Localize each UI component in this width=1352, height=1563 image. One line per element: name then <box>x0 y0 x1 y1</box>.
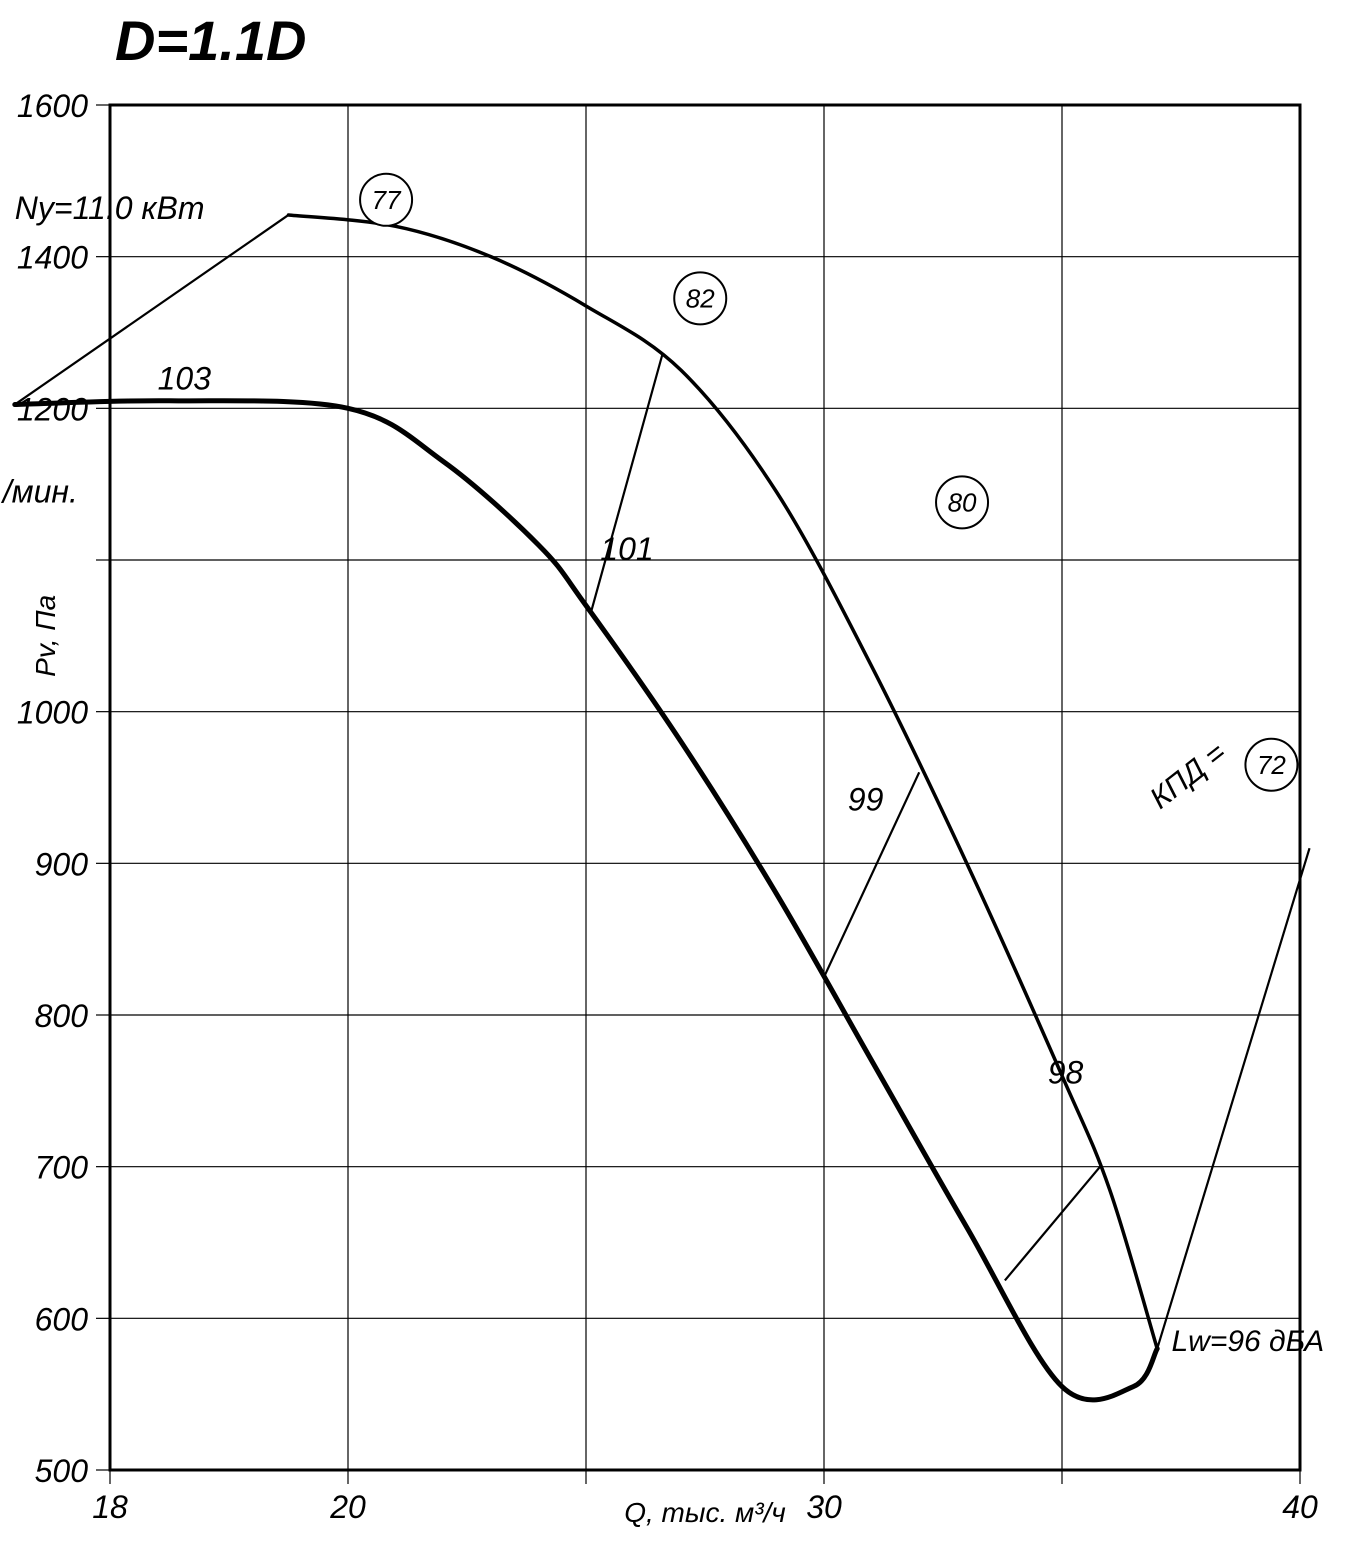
y-axis-title: Pv, Па <box>30 595 61 677</box>
noise-label: 99 <box>848 781 884 817</box>
x-tick-label: 18 <box>92 1489 128 1525</box>
noise-label: 98 <box>1048 1054 1084 1090</box>
efficiency-line <box>591 355 662 613</box>
chart-title: D=1.1D <box>115 9 306 72</box>
grid: 182030405006007008009001000120014001600 <box>17 88 1318 1525</box>
noise-label: 101 <box>600 531 653 567</box>
y-tick-label: 500 <box>35 1453 89 1489</box>
x-tick-label: 40 <box>1282 1489 1318 1525</box>
y-tick-label: 1400 <box>17 240 88 276</box>
x-tick-label: 30 <box>806 1489 842 1525</box>
y-tick-label: 1000 <box>17 695 88 731</box>
fan-curve-chart: D=1.1D 182030405006007008009001000120014… <box>0 0 1352 1563</box>
efficiency-value: 72 <box>1257 750 1286 780</box>
y-tick-label: 600 <box>35 1301 89 1337</box>
y-tick-label: 900 <box>35 846 89 882</box>
noise-label: 103 <box>158 360 212 396</box>
curve-upper <box>289 215 1158 1349</box>
power-annotation: Nу=11.0 кВт <box>15 190 205 226</box>
efficiency-value: 80 <box>948 487 977 517</box>
kpd-annotation: КПД = <box>1144 736 1232 815</box>
efficiency-circles: 7782807260% <box>360 174 1352 1087</box>
y-tick-label: 1600 <box>17 88 88 124</box>
efficiency-value: 77 <box>372 185 402 215</box>
efficiency-line <box>1005 1167 1100 1281</box>
efficiency-line <box>1157 848 1309 1348</box>
x-axis-title: Q, тыс. м³/ч <box>624 1497 786 1528</box>
rpm-annotation: 725 об./мин. <box>0 473 78 509</box>
y-tick-label: 700 <box>35 1150 89 1186</box>
x-tick-label: 20 <box>329 1489 366 1525</box>
lw-annotation: Lw=96 дБА <box>1171 1325 1324 1358</box>
y-tick-label: 800 <box>35 998 89 1034</box>
efficiency-value: 82 <box>686 283 715 313</box>
noise-labels: 103 101 99 98 <box>158 360 1084 1090</box>
